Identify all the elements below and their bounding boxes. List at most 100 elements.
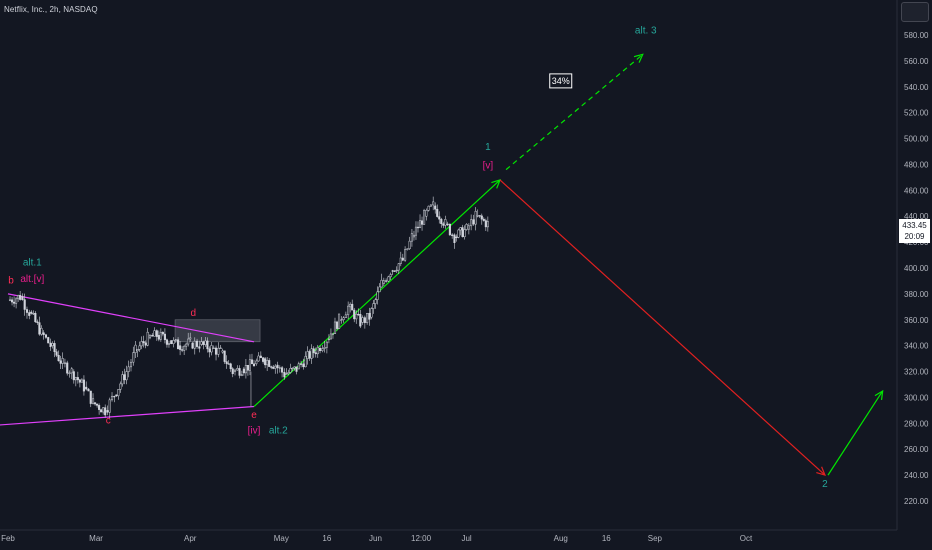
candle-body [378,286,381,293]
price-tick-label: 240.00 [904,471,929,480]
candle-body [357,313,360,316]
candle-body [53,343,56,353]
candle-body [117,389,120,397]
wave-label-c: c [106,415,111,426]
candle-body [100,409,103,413]
candle-body [142,341,145,344]
candle-body [329,333,332,340]
candle-body [17,295,20,300]
price-tick-label: 320.00 [904,368,929,377]
candle-body [453,234,456,243]
candle-body [78,379,81,383]
candle-body [344,314,347,318]
candle-body [204,340,207,345]
candle-body [478,215,481,217]
candle-body [331,333,335,335]
wave-labels: b c d e [iv] alt.2 alt.1 alt.[v] 1 [v] 2 alt. 3 34% [8,26,828,490]
candle-body [172,340,175,345]
candle-body [387,276,390,282]
candle-body [181,349,184,351]
candle-body [91,398,95,404]
candle-body [310,348,313,359]
candle-body [363,317,366,323]
candle-body [312,348,315,353]
candle-body [68,372,71,374]
price-series [8,196,489,419]
candle-body [229,363,232,370]
candle-body [244,365,247,374]
candle-body [319,348,322,351]
candle-body [389,274,392,278]
candle-body [283,372,286,378]
candle-body [153,330,156,337]
candle-body [106,410,109,413]
candle-body [21,296,24,300]
candle-body [438,216,441,220]
candle-body [231,368,234,375]
price-tick-label: 580.00 [904,31,929,40]
candle-body [221,350,224,353]
candle-body [476,215,479,217]
price-axis[interactable]: 220.00 240.00 260.00 280.00 300.00 320.00 340.… [904,31,929,506]
range-box [174,319,261,343]
candle-body [274,365,277,369]
candle-body [70,368,73,374]
price-tick-label: 460.00 [904,186,929,195]
candle-body [399,257,402,264]
candle-body [125,371,128,381]
candle-body [167,343,171,345]
symbol-title: Netflix, Inc., 2h, NASDAQ [4,5,98,14]
drawings-layer [0,53,884,477]
wave-label-b: b [8,276,14,287]
candle-body [470,219,473,227]
wave-label-2: 2 [822,479,828,490]
candle-body [76,377,79,381]
candle-body [457,229,460,238]
time-axis[interactable]: Feb Mar Apr May 16 Jun 12:00 Jul Aug 16 Sep Oct [1,534,753,543]
candle-body [28,312,31,316]
price-tick-label: 260.00 [904,445,929,454]
candle-body [308,351,311,359]
candle-body [198,346,201,349]
candle-body [340,319,343,321]
candle-body [240,374,243,376]
candle-body [370,308,373,318]
candle-body [174,339,177,341]
candle-body [246,365,249,371]
candle-body [138,345,141,350]
candle-body [157,335,160,340]
candle-body [420,220,424,225]
candle-body [327,338,330,341]
candle-body [108,399,111,413]
candle-body [264,358,267,366]
candle-body [57,355,60,362]
chart-menu-button[interactable] [901,2,929,22]
candle-body [486,221,489,228]
wave2-projection-line [499,179,826,476]
candle-body [13,301,16,304]
candle-body [448,223,451,236]
candle-body [113,395,116,398]
candle-body [291,367,294,370]
price-tick-label: 480.00 [904,160,929,169]
wave2-projection-head [816,466,826,477]
candle-body [82,379,85,392]
candle-body [30,311,33,314]
candle-body [287,372,290,374]
candle-body [395,269,398,272]
candle-body [325,341,328,348]
time-tick-label: Jul [461,534,471,543]
candle-body [459,227,462,231]
candle-body [412,234,416,238]
price-tick-label: 520.00 [904,109,929,118]
price-tick-label: 380.00 [904,290,929,299]
candle-body [342,317,345,320]
candle-body [19,295,22,300]
candle-body [55,351,58,356]
candle-body [200,341,203,345]
candle-body [155,330,158,337]
candle-body [94,402,97,405]
candle-body [408,240,411,250]
candle-body [359,314,362,327]
